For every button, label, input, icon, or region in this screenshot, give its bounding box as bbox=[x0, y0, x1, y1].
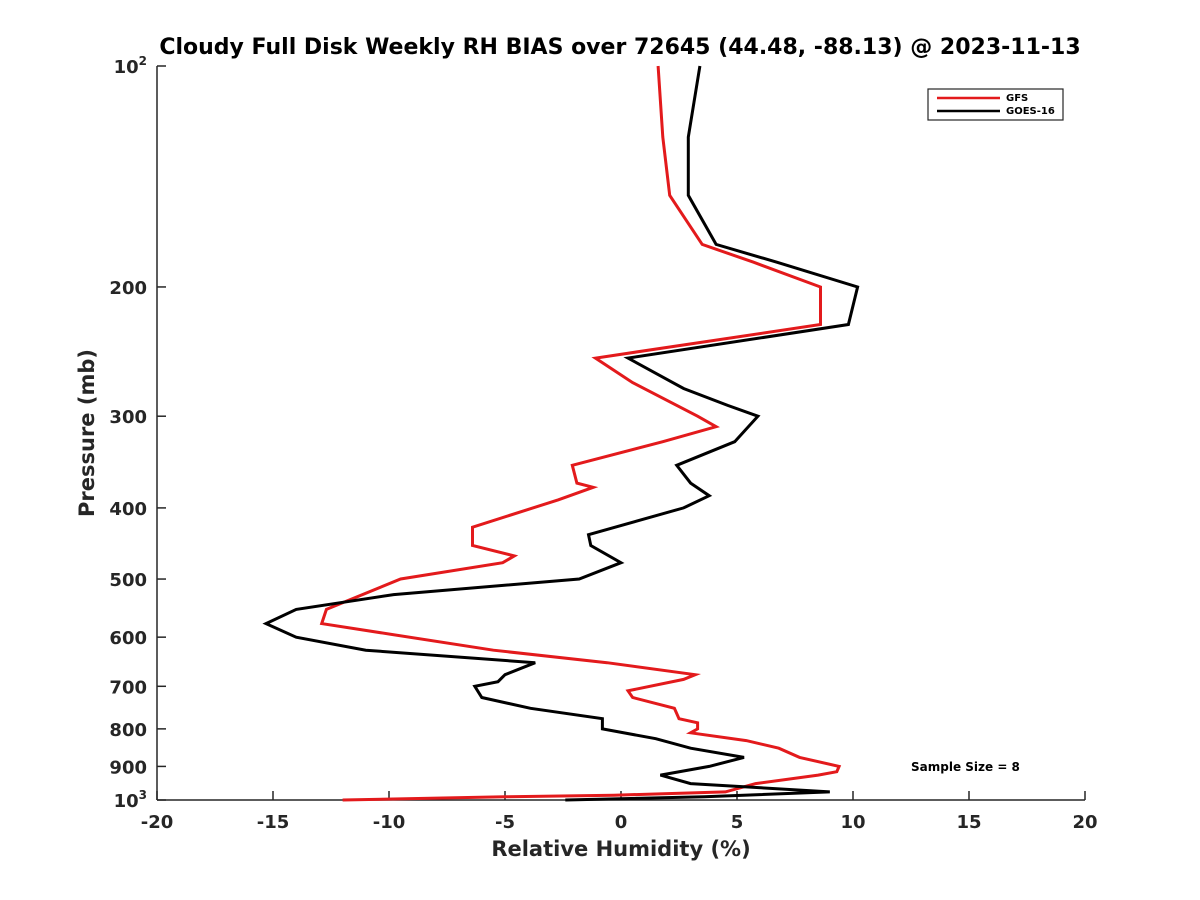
x-tick-label: -20 bbox=[141, 812, 174, 833]
legend-box bbox=[927, 88, 1064, 121]
y-tick-label: 200 bbox=[109, 278, 147, 299]
plot-area: -20 -15 -10 -5 0 5 10 15 20 10220030040050060070… bbox=[109, 54, 1097, 833]
y-tick-base: 200 bbox=[109, 278, 147, 299]
y-tick-label: 400 bbox=[109, 499, 147, 520]
x-axis-ticks: -20 -15 -10 -5 0 5 10 15 20 bbox=[141, 791, 1098, 833]
y-tick-base: 300 bbox=[109, 407, 147, 428]
y-tick-exponent: 2 bbox=[139, 54, 147, 68]
series-lines bbox=[262, 65, 860, 802]
y-tick-label: 700 bbox=[109, 677, 147, 698]
y-tick-base: 500 bbox=[109, 570, 147, 591]
x-tick-label: -10 bbox=[373, 812, 406, 833]
sample-size-annotation: Sample Size = 8 bbox=[911, 760, 1020, 774]
y-tick-label: 600 bbox=[109, 628, 147, 649]
series-line-goes-16 bbox=[262, 65, 860, 802]
y-tick-label: 800 bbox=[109, 720, 147, 741]
y-tick-exponent: 3 bbox=[139, 788, 147, 802]
chart-title: Cloudy Full Disk Weekly RH BIAS over 726… bbox=[159, 35, 1080, 60]
y-tick-base: 900 bbox=[109, 757, 147, 778]
y-tick-label: 103 bbox=[114, 788, 147, 812]
series-line-gfs bbox=[319, 65, 842, 802]
y-tick-base: 600 bbox=[109, 628, 147, 649]
y-tick-base: 800 bbox=[109, 720, 147, 741]
y-tick-base: 700 bbox=[109, 677, 147, 698]
x-tick-label: 10 bbox=[840, 812, 865, 833]
x-tick-label: 15 bbox=[956, 812, 981, 833]
y-tick-label: 300 bbox=[109, 407, 147, 428]
legend-label-gfs: GFS bbox=[1006, 93, 1028, 104]
x-tick-label: 5 bbox=[731, 812, 744, 833]
x-tick-label: 20 bbox=[1072, 812, 1097, 833]
y-tick-base: 10 bbox=[114, 57, 139, 78]
y-tick-label: 500 bbox=[109, 570, 147, 591]
legend-label-goes16: GOES-16 bbox=[1006, 106, 1055, 117]
y-tick-label: 102 bbox=[114, 54, 147, 78]
x-tick-label: -15 bbox=[257, 812, 290, 833]
x-axis-label: Relative Humidity (%) bbox=[491, 837, 750, 861]
y-tick-label: 900 bbox=[109, 757, 147, 778]
x-tick-label: -5 bbox=[495, 812, 515, 833]
y-tick-base: 400 bbox=[109, 499, 147, 520]
y-axis-label: Pressure (mb) bbox=[75, 349, 99, 517]
x-tick-label: 0 bbox=[615, 812, 628, 833]
legend: GFS GOES-16 bbox=[927, 88, 1064, 121]
y-tick-base: 10 bbox=[114, 791, 139, 812]
